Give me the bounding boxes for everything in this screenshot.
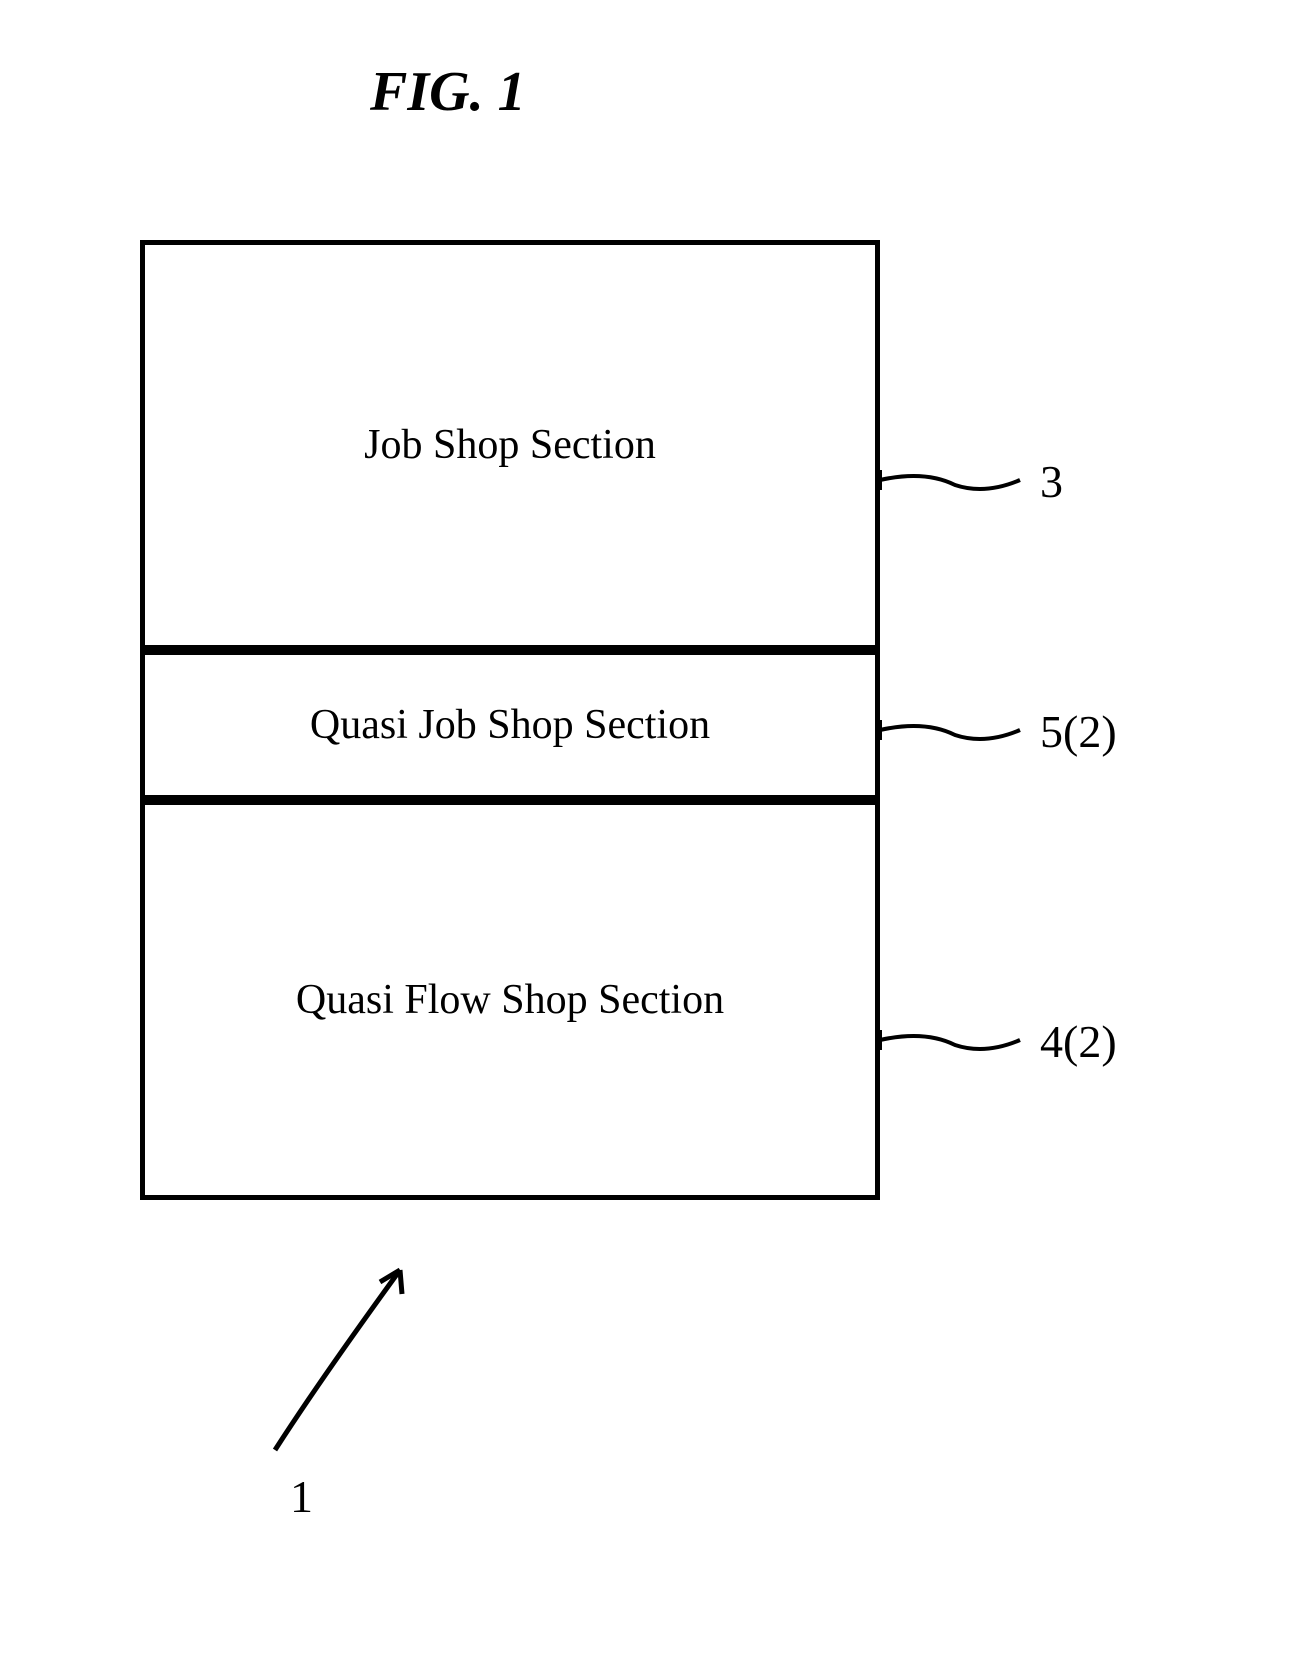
quasi-flow-shop-section-label: Quasi Flow Shop Section [296,976,724,1024]
ref-label-1: 1 [290,1470,313,1523]
job-shop-section-label: Job Shop Section [364,421,656,469]
job-shop-section: Job Shop Section [140,240,880,650]
quasi-job-shop-section-label: Quasi Job Shop Section [310,701,710,749]
leader-line-4-2 [875,1020,1035,1060]
ref-label-4-2: 4(2) [1040,1015,1117,1068]
arrow-to-container [260,1250,460,1470]
ref-label-5-2: 5(2) [1040,705,1117,758]
quasi-job-shop-section: Quasi Job Shop Section [140,650,880,800]
leader-line-3 [875,460,1035,500]
ref-label-3: 3 [1040,455,1063,508]
leader-line-5-2 [875,710,1035,750]
quasi-flow-shop-section: Quasi Flow Shop Section [140,800,880,1200]
figure-title: FIG. 1 [370,60,526,124]
